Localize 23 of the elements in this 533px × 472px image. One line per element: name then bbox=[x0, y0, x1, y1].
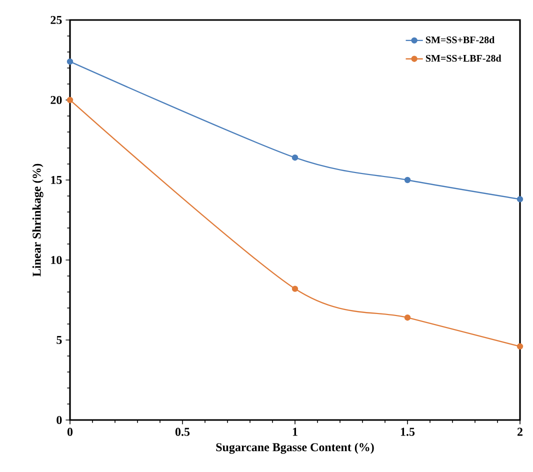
y-tick-label: 20 bbox=[50, 96, 62, 104]
y-tick-label: 0 bbox=[56, 416, 62, 424]
x-tick-label: 1 bbox=[292, 428, 298, 436]
point bbox=[516, 196, 524, 202]
point bbox=[404, 176, 411, 184]
x-axis-title: Sugarcane Bgasse Content (%) bbox=[216, 442, 374, 454]
y-tick-label: 25 bbox=[50, 16, 62, 24]
y-axis-title: Linear Shrinkage (%) bbox=[32, 164, 44, 276]
legend-label: SM=SS+LBF-28d bbox=[426, 54, 502, 62]
point bbox=[66, 58, 74, 65]
x-tick-label: 2 bbox=[518, 428, 522, 436]
y-tick-label: 15 bbox=[51, 176, 62, 184]
x-tick-label: 0 bbox=[67, 428, 73, 436]
x-tick-label: 0.5 bbox=[175, 428, 190, 436]
point bbox=[66, 96, 74, 104]
y-tick-label: 10 bbox=[51, 256, 62, 264]
legend-label: SM=SS+BF-28d bbox=[426, 36, 495, 44]
y-tick-label: 5 bbox=[56, 336, 62, 344]
point bbox=[516, 343, 524, 350]
x-tick-label: 1.5 bbox=[400, 428, 415, 436]
point bbox=[404, 314, 411, 321]
point bbox=[292, 154, 298, 161]
point bbox=[292, 286, 298, 292]
